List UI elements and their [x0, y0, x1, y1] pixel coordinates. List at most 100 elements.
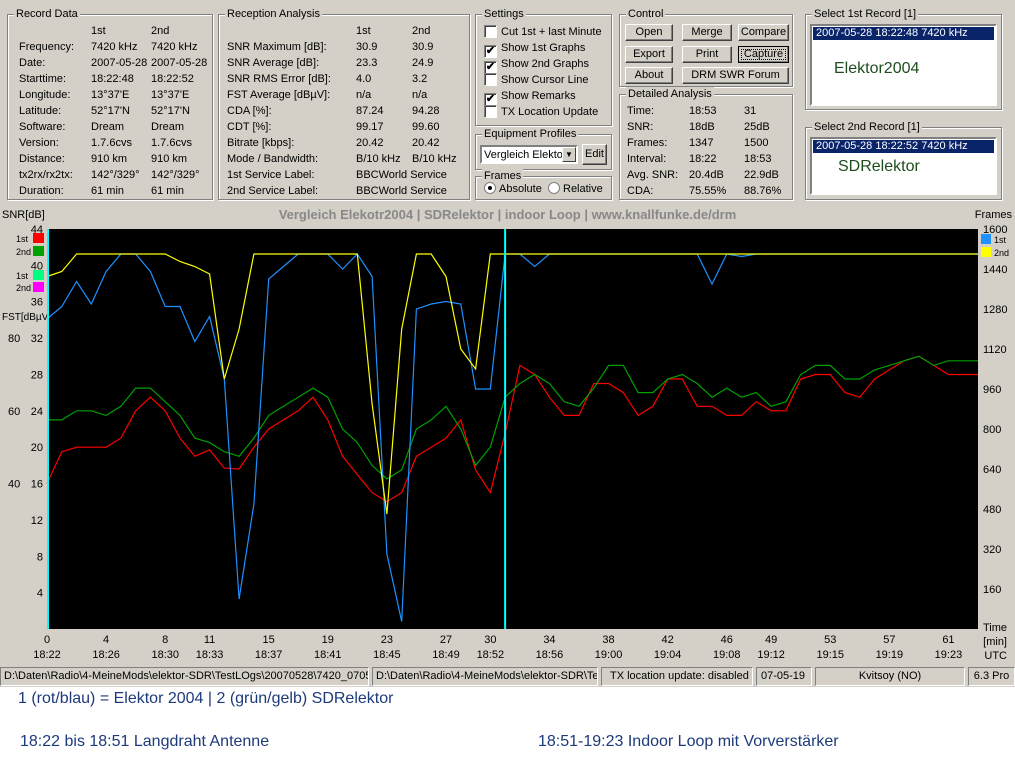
reception-row-v1: B/10 kHz [356, 153, 401, 165]
series-line [46, 253, 978, 515]
frames-tick-label: 800 [983, 424, 1001, 436]
record-row-v1: Dream [91, 121, 125, 133]
series-line [46, 355, 978, 503]
x-tick-time: 19:23 [935, 649, 963, 661]
drm-swr-forum-button[interactable]: DRM SWR Forum [682, 67, 789, 84]
record-row-v2: 7420 kHz [151, 41, 198, 53]
frames-relative-radio[interactable]: Relative [548, 182, 603, 196]
detail-row-label: SNR: [627, 121, 654, 133]
record-row-v2: 52°17'N [151, 105, 190, 117]
x-tick-time: 18:26 [92, 649, 120, 661]
frames-tick-label: 320 [983, 544, 1001, 556]
reception-row-v2: 3.2 [412, 73, 428, 85]
capture-button[interactable]: Capture [738, 46, 789, 63]
settings-checkbox[interactable]: Cut 1st + last Minute [484, 25, 602, 39]
reception-row-v2: 24.9 [412, 57, 434, 69]
snr-tick-label: 28 [31, 369, 43, 381]
x-tick-minute: 4 [103, 634, 109, 646]
settings-checkbox[interactable]: ✔ Show Remarks [484, 89, 576, 106]
legend-right-swatch [981, 247, 991, 257]
record-row-label: Longitude: [19, 89, 71, 101]
reception-row-label: CDA [%]: [227, 105, 272, 117]
x-tick-time: 19:08 [713, 649, 741, 661]
record-row-v2: 1.7.6cvs [151, 137, 192, 149]
legend-left-label: 1st [16, 271, 29, 281]
x-tick-time: 18:22 [33, 649, 61, 661]
legend-left-swatch [33, 233, 44, 243]
compare-button[interactable]: Compare [738, 24, 789, 41]
time-axis-label: Time [983, 622, 1007, 634]
reception-row-v1: 99.17 [356, 121, 384, 133]
x-tick-time: 18:33 [196, 649, 224, 661]
detail-row-v2: 22.9dB [744, 169, 779, 181]
x-tick-time: 18:30 [151, 649, 179, 661]
frames-tick-label: 480 [983, 504, 1001, 516]
status-date: 07-05-19 [756, 667, 812, 686]
reception-row-label: FST Average [dBµV]: [227, 89, 331, 101]
record1-list-item[interactable]: 2007-05-28 18:22:48 7420 kHz [813, 27, 994, 40]
frames-absolute-radio[interactable]: Absolute [484, 182, 542, 196]
detail-row-label: Avg. SNR: [627, 169, 679, 181]
reception-row-v2: 99.60 [412, 121, 440, 133]
note-period2: 18:51-19:23 Indoor Loop mit Vorverstärke… [538, 733, 839, 750]
checkmark-icon: ✔ [484, 45, 497, 58]
frames-tick-label: 1440 [983, 264, 1007, 276]
record-data-title: Record Data [14, 7, 80, 21]
x-tick-minute: 34 [543, 634, 555, 646]
record2-listbox[interactable]: 2007-05-28 18:22:52 7420 kHz [810, 137, 997, 195]
checkbox-empty-icon [484, 25, 497, 38]
edit-profile-button[interactable]: Edit [582, 144, 607, 165]
record-row-v1: 52°17'N [91, 105, 130, 117]
utc-label: UTC [984, 650, 1007, 662]
reception-col1-header: 1st [356, 25, 371, 37]
x-tick-time: 18:52 [477, 649, 505, 661]
about-button[interactable]: About [625, 67, 673, 84]
record-row-v1: 2007-05-28 [91, 57, 148, 69]
series-line [47, 355, 978, 480]
record1-listbox[interactable]: 2007-05-28 18:22:48 7420 kHz [810, 24, 997, 106]
settings-checkbox[interactable]: Show Cursor Line [484, 73, 588, 87]
x-tick-minute: 42 [662, 634, 674, 646]
x-unit-label: [min] [983, 636, 1007, 648]
open-button[interactable]: Open [625, 24, 673, 41]
equipment-profile-value: Vergleich Elekto [484, 149, 563, 161]
equipment-profiles-group: Equipment Profiles Vergleich Elekto ▼ Ed… [475, 127, 612, 170]
chevron-down-icon[interactable]: ▼ [562, 147, 576, 162]
record-row-v2: 2007-05-28 [151, 57, 208, 69]
merge-button[interactable]: Merge [682, 24, 732, 41]
settings-checkbox[interactable]: TX Location Update [484, 105, 598, 119]
settings-checkbox-label: TX Location Update [501, 106, 599, 118]
reception-row-v1: 30.9 [356, 41, 378, 53]
record-row-label: Version: [19, 137, 59, 149]
record-row-label: tx2rx/rx2tx: [19, 169, 73, 181]
record-row-label: Frequency: [19, 41, 75, 53]
legend-left-label: 2nd [16, 283, 31, 293]
record2-list-item[interactable]: 2007-05-28 18:22:52 7420 kHz [813, 140, 994, 153]
x-tick-minute: 15 [263, 634, 275, 646]
settings-checkbox[interactable]: ✔ Show 1st Graphs [484, 41, 585, 58]
reception-row-label: Mode / Bandwidth: [227, 153, 319, 165]
export-button[interactable]: Export [625, 46, 673, 63]
detail-row-v1: 18dB [689, 121, 715, 133]
snr-tick-label: 12 [31, 515, 43, 527]
frames-tick-label: 640 [983, 464, 1001, 476]
record-row-v1: 142°/329° [91, 169, 140, 181]
record-row-label: Software: [19, 121, 66, 133]
equipment-profile-select[interactable]: Vergleich Elekto ▼ [480, 145, 578, 164]
left-axis-label: SNR[dB] [2, 209, 45, 221]
snr-tick-label: 36 [31, 297, 43, 309]
settings-title: Settings [482, 7, 526, 21]
legend-right-label: 1st [994, 235, 1007, 245]
x-tick-minute: 8 [162, 634, 168, 646]
note-period1: 18:22 bis 18:51 Langdraht Antenne [20, 733, 270, 750]
status-station: Kvitsoy (NO) [815, 667, 965, 686]
record-row-v2: 142°/329° [151, 169, 200, 181]
status-tx-update: TX location update: disabled [601, 667, 753, 686]
settings-checkbox[interactable]: ✔ Show 2nd Graphs [484, 57, 589, 74]
snr-frames-chart[interactable]: SNR[dB] FramesFST[dBµV]481216202428323640… [0, 205, 1015, 667]
fst-tick-label: 40 [8, 479, 20, 491]
right-axis-label: Frames [975, 209, 1013, 221]
frames-absolute-label: Absolute [499, 183, 542, 195]
print-button[interactable]: Print [682, 46, 732, 63]
legend-right-label: 2nd [994, 248, 1009, 258]
